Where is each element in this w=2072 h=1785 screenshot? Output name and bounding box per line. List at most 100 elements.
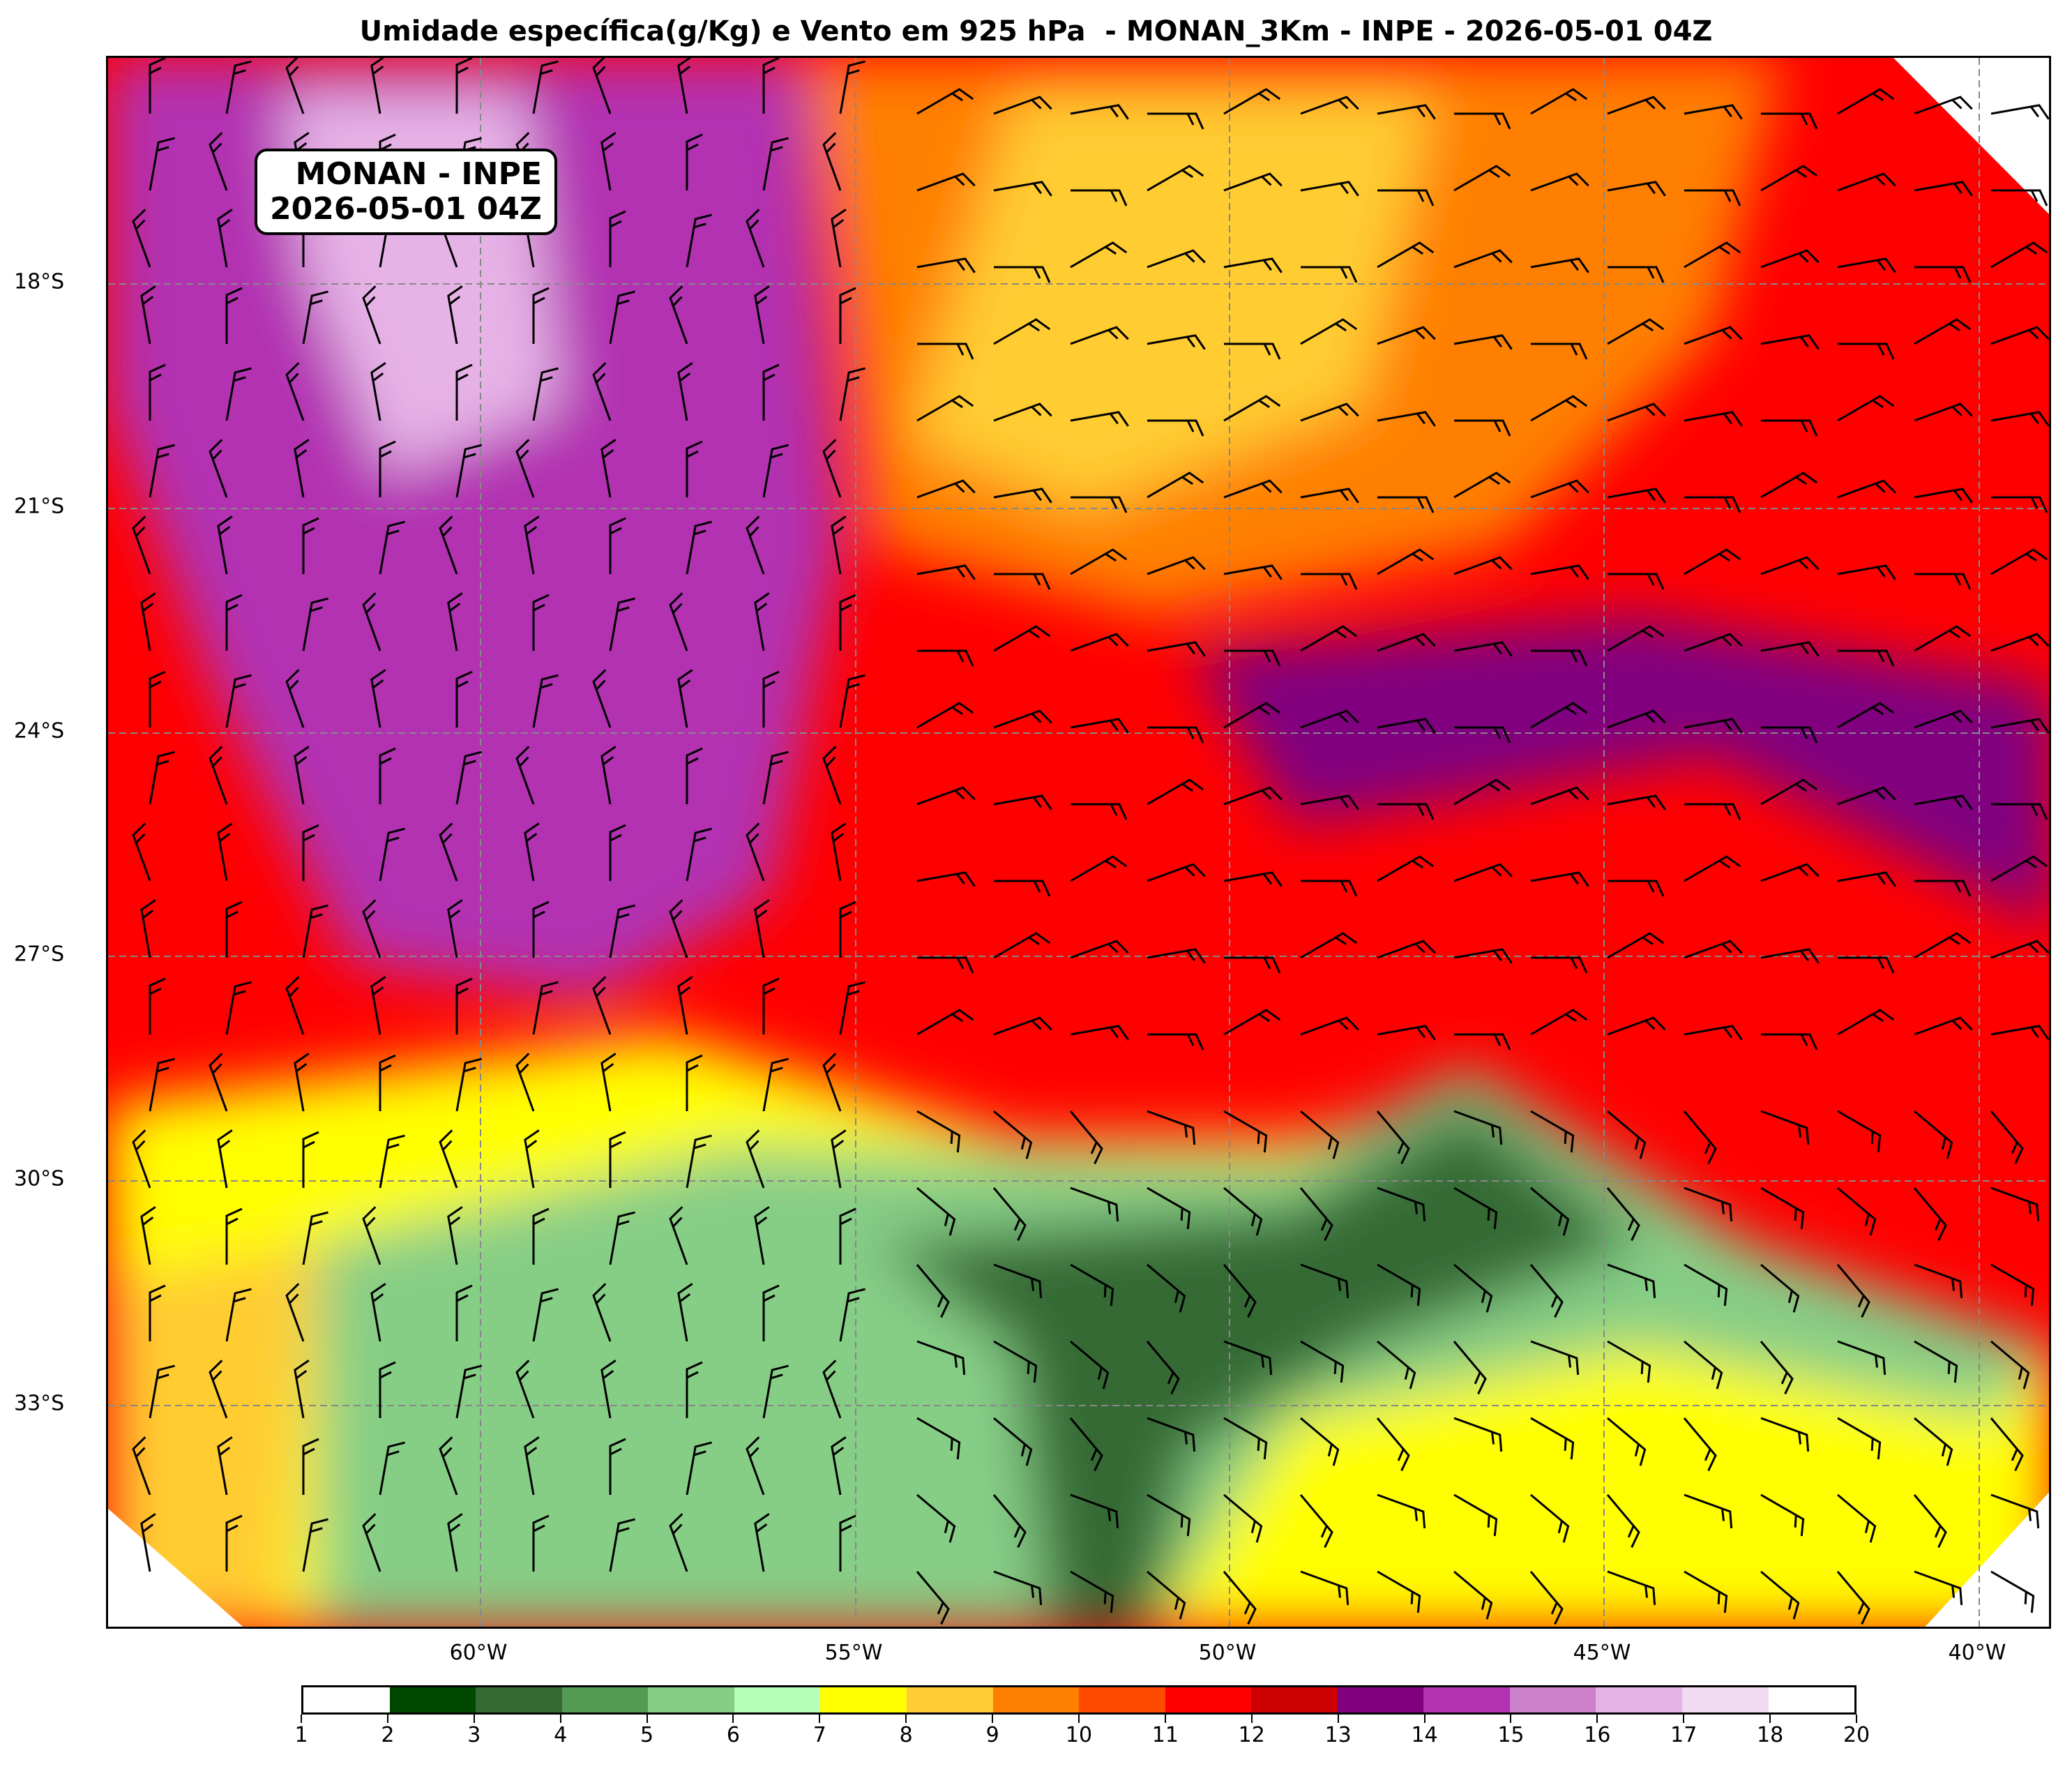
wind-barb	[762, 751, 789, 805]
wind-barb	[839, 981, 865, 1035]
wind-barb	[1070, 241, 1128, 269]
wind-barb	[609, 1131, 626, 1188]
wind-barb	[1914, 1570, 1963, 1606]
wind-barb	[1836, 1264, 1870, 1318]
wind-barb	[370, 976, 386, 1035]
lat-label: 27°S	[14, 942, 65, 967]
wind-barb	[1684, 548, 1741, 575]
wind-barb	[609, 904, 635, 958]
wind-barb	[677, 976, 693, 1035]
colorbar-tick	[1596, 1715, 1598, 1723]
wind-barb	[993, 1016, 1052, 1036]
wind-barb	[917, 956, 974, 974]
wind-barb	[677, 362, 693, 421]
wind-barb	[839, 1514, 856, 1572]
wind-barb	[439, 515, 458, 575]
wind-barb	[916, 88, 974, 115]
colorbar-segment	[734, 1687, 821, 1712]
wind-barb	[1913, 1494, 1947, 1549]
wind-barb	[592, 362, 612, 421]
wind-barb	[822, 439, 842, 498]
wind-barb	[209, 1053, 228, 1112]
wind-barb	[609, 597, 635, 652]
label-line2: 2026-05-01 04Z	[270, 191, 542, 227]
wind-barb	[1990, 718, 2049, 734]
wind-barb	[455, 670, 473, 728]
wind-barb	[1377, 496, 1435, 513]
wind-barb	[762, 670, 780, 728]
colorbar-tick	[473, 1715, 475, 1723]
colorbar-tick	[819, 1715, 821, 1723]
wind-barb	[1300, 1110, 1340, 1159]
wind-barb	[1147, 334, 1206, 350]
wind-barb	[1070, 1025, 1129, 1041]
wind-barb	[839, 901, 856, 958]
wind-barb	[762, 58, 780, 114]
wind-barb	[1299, 1494, 1333, 1549]
wind-barb	[1147, 556, 1206, 575]
wind-barb	[1300, 1016, 1359, 1036]
wind-barb	[532, 1288, 559, 1342]
wind-barb	[993, 932, 1051, 959]
wind-barb	[916, 479, 976, 499]
wind-barb	[686, 827, 712, 882]
wind-barb	[209, 439, 228, 498]
wind-barb	[1531, 649, 1588, 667]
wind-barb	[1607, 1016, 1666, 1036]
wind-barb	[839, 594, 856, 651]
colorbar-tick-label: 1	[294, 1723, 308, 1747]
wind-barb	[993, 1340, 1038, 1383]
wind-barb	[302, 1211, 328, 1265]
wind-barb	[370, 669, 386, 728]
wind-barb	[1147, 1493, 1191, 1537]
wind-barb	[149, 363, 166, 421]
wind-barb	[302, 1518, 328, 1572]
wind-barb	[1147, 863, 1206, 882]
wind-barb	[1531, 956, 1588, 974]
wind-barb	[1376, 1110, 1410, 1165]
wind-barb	[1377, 633, 1436, 652]
wind-barb	[149, 751, 175, 805]
wind-barb	[209, 1360, 228, 1419]
wind-barb	[455, 444, 482, 498]
wind-barb	[1684, 1187, 1733, 1222]
wind-barb	[1147, 778, 1204, 806]
wind-barb	[524, 822, 540, 882]
wind-barb	[1147, 1033, 1204, 1050]
wind-barb	[225, 1207, 243, 1265]
wind-barb	[1990, 1493, 2040, 1529]
colorbar-tick-label: 4	[554, 1723, 568, 1747]
wind-barb	[592, 669, 612, 728]
colorbar-tick	[1510, 1715, 1512, 1723]
colorbar-segment	[1079, 1687, 1165, 1712]
wind-barb	[746, 209, 765, 268]
colorbar-segment	[389, 1687, 476, 1712]
wind-barb	[1530, 395, 1588, 422]
wind-barb	[1223, 172, 1283, 192]
wind-barb	[1837, 1110, 1882, 1153]
wind-barb	[686, 1054, 703, 1111]
wind-barb	[1453, 1263, 1493, 1313]
wind-barb	[132, 1129, 151, 1189]
wind-barb	[1453, 165, 1511, 192]
wind-barb	[1454, 419, 1511, 437]
wind-barb	[1683, 1110, 1717, 1165]
colorbar	[301, 1685, 1857, 1715]
wind-barb	[1760, 1417, 1810, 1452]
wind-barb	[1070, 548, 1128, 575]
wind-barb	[1684, 940, 1743, 959]
field-purple-east	[1189, 616, 2049, 928]
wind-barb	[822, 746, 842, 805]
wind-barb	[1530, 479, 1589, 499]
wind-barb	[1300, 488, 1359, 504]
colorbar-tick-label: 20	[1843, 1723, 1870, 1747]
colorbar-tick	[559, 1715, 561, 1723]
wind-barb	[1300, 318, 1358, 345]
wind-barb	[916, 564, 976, 580]
wind-barb	[379, 440, 396, 497]
wind-barb	[285, 1283, 305, 1342]
wind-barb	[1607, 1263, 1656, 1299]
wind-barb	[140, 285, 156, 345]
wind-barb	[1377, 411, 1436, 427]
colorbar-tick-label: 15	[1497, 1723, 1525, 1747]
